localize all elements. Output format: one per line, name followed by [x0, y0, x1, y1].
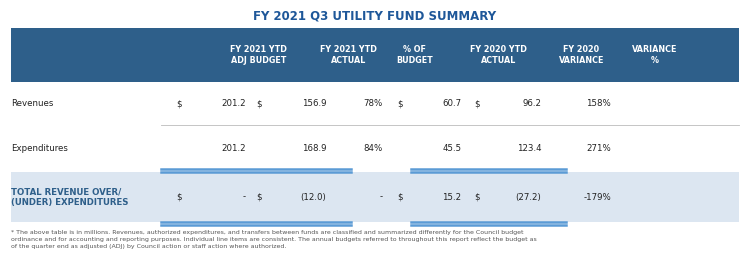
Text: 123.4: 123.4 — [517, 144, 542, 153]
Text: 168.9: 168.9 — [302, 144, 326, 153]
Text: $: $ — [398, 193, 403, 201]
Bar — [11, 172, 739, 222]
Text: 15.2: 15.2 — [442, 193, 461, 201]
Text: FY 2020 YTD
ACTUAL: FY 2020 YTD ACTUAL — [470, 45, 527, 65]
Text: 158%: 158% — [586, 99, 611, 108]
Text: 156.9: 156.9 — [302, 99, 326, 108]
Text: 45.5: 45.5 — [442, 144, 461, 153]
Text: 60.7: 60.7 — [442, 99, 461, 108]
Bar — [11, 125, 739, 172]
Text: $: $ — [398, 99, 403, 108]
Text: $: $ — [474, 193, 479, 201]
Text: $: $ — [474, 99, 479, 108]
Text: $: $ — [176, 99, 182, 108]
Text: -179%: -179% — [584, 193, 611, 201]
Text: 201.2: 201.2 — [221, 144, 246, 153]
Text: (12.0): (12.0) — [301, 193, 326, 201]
Text: 78%: 78% — [363, 99, 382, 108]
Bar — [11, 82, 739, 125]
Text: (27.2): (27.2) — [516, 193, 542, 201]
Text: $: $ — [256, 99, 262, 108]
Text: TOTAL REVENUE OVER/
(UNDER) EXPENDITURES: TOTAL REVENUE OVER/ (UNDER) EXPENDITURES — [11, 187, 129, 207]
Text: FY 2021 Q3 UTILITY FUND SUMMARY: FY 2021 Q3 UTILITY FUND SUMMARY — [254, 9, 496, 22]
Text: -: - — [243, 193, 246, 201]
Text: % OF
BUDGET: % OF BUDGET — [397, 45, 433, 65]
Text: 84%: 84% — [363, 144, 382, 153]
Text: 271%: 271% — [586, 144, 611, 153]
Bar — [11, 28, 739, 82]
Text: $: $ — [256, 193, 262, 201]
Text: 201.2: 201.2 — [221, 99, 246, 108]
Text: VARIANCE
%: VARIANCE % — [632, 45, 677, 65]
Text: FY 2021 YTD
ADJ BUDGET: FY 2021 YTD ADJ BUDGET — [230, 45, 287, 65]
Text: FY 2020
VARIANCE: FY 2020 VARIANCE — [559, 45, 604, 65]
Text: $: $ — [176, 193, 182, 201]
Text: * The above table is in millions. Revenues, authorized expenditures, and transfe: * The above table is in millions. Revenu… — [11, 230, 537, 249]
Text: Expenditures: Expenditures — [11, 144, 68, 153]
Text: Revenues: Revenues — [11, 99, 54, 108]
Text: FY 2021 YTD
ACTUAL: FY 2021 YTD ACTUAL — [320, 45, 377, 65]
Text: -: - — [380, 193, 382, 201]
Text: 96.2: 96.2 — [523, 99, 542, 108]
